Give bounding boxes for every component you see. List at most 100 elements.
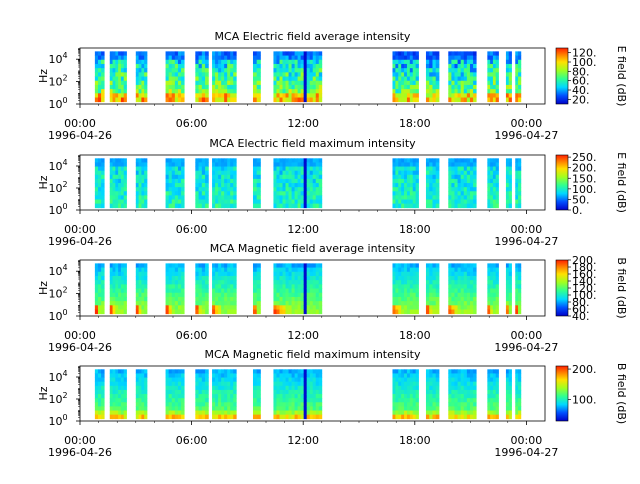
spectrogram-cell <box>429 385 433 391</box>
spectrogram-cell <box>451 271 455 277</box>
spectrogram-cell <box>505 191 510 196</box>
spectrogram-cell <box>300 402 305 407</box>
spectrogram-cell <box>425 394 430 399</box>
spectrogram-cell <box>457 174 462 180</box>
spectrogram-cell <box>215 93 219 98</box>
spectrogram-cell <box>165 166 170 172</box>
spectrogram-cell <box>101 288 105 294</box>
spectrogram-cell <box>181 394 185 399</box>
spectrogram-cell <box>435 72 440 77</box>
spectrogram-cell <box>404 301 408 306</box>
spectrogram-cell <box>285 394 289 399</box>
spectrogram-cell <box>315 178 320 184</box>
spectrogram-cell <box>404 271 408 277</box>
spectrogram-cell <box>469 72 474 77</box>
spectrogram-cell <box>195 267 199 273</box>
spectrogram-cell <box>401 97 405 103</box>
spectrogram-cell <box>282 199 286 205</box>
spectrogram-cell <box>252 187 258 192</box>
spectrogram-cell <box>473 267 477 273</box>
spectrogram-cell <box>448 97 452 103</box>
spectrogram-cell <box>221 68 225 73</box>
spectrogram-cell <box>279 301 283 306</box>
spectrogram-cell <box>120 187 125 192</box>
spectrogram-cell <box>118 174 122 180</box>
spectrogram-cell <box>487 166 491 172</box>
spectrogram-cell <box>181 195 185 200</box>
spectrogram-cell <box>144 284 148 289</box>
spectrogram-cell <box>256 369 261 374</box>
spectrogram-cell <box>285 183 289 188</box>
spectrogram-cell <box>97 191 102 196</box>
spectrogram-cell <box>451 158 455 163</box>
spectrogram-cell <box>177 178 182 184</box>
spectrogram-cell <box>297 93 302 98</box>
spectrogram-cell <box>448 55 452 61</box>
data-block <box>448 158 477 209</box>
colorbar <box>555 47 569 105</box>
spectrogram-cell <box>425 280 430 285</box>
spectrogram-cell <box>415 162 419 167</box>
spectrogram-cell <box>288 183 292 188</box>
spectrogram-cell <box>495 385 499 391</box>
spectrogram-cell <box>300 381 305 387</box>
spectrogram-cell <box>469 280 474 285</box>
spectrogram-cell <box>230 275 234 281</box>
spectrogram-cell <box>294 72 299 77</box>
spectrogram-cell <box>144 402 148 407</box>
spectrogram-cell <box>279 72 283 77</box>
spectrogram-cell <box>518 178 522 184</box>
spectrogram-cell <box>518 93 522 98</box>
x-tick-label: 18:00 <box>399 117 431 130</box>
spectrogram-cell <box>285 402 289 407</box>
spectrogram-cell <box>198 174 203 180</box>
spectrogram-cell <box>218 410 222 416</box>
spectrogram-cell <box>312 166 317 172</box>
spectrogram-cell <box>144 55 148 61</box>
spectrogram-cell <box>218 263 222 268</box>
spectrogram-cell <box>276 296 280 302</box>
spectrogram-cell <box>135 97 139 103</box>
spectrogram-cell <box>256 97 261 103</box>
spectrogram-cell <box>115 377 119 383</box>
spectrogram-cell <box>252 76 258 82</box>
spectrogram-cell <box>144 195 148 200</box>
spectrogram-cell <box>123 203 127 209</box>
spectrogram-cell <box>429 377 433 383</box>
spectrogram-cell <box>230 292 234 298</box>
spectrogram-cell <box>227 80 231 86</box>
spectrogram-cell <box>135 72 139 77</box>
spectrogram-cell <box>309 178 314 184</box>
spectrogram-cell <box>181 414 185 420</box>
spectrogram-cell <box>279 402 283 407</box>
spectrogram-cell <box>171 178 176 184</box>
spectrogram-cell <box>101 76 105 82</box>
spectrogram-cell <box>230 296 234 302</box>
spectrogram-cell <box>276 284 280 289</box>
spectrogram-cell <box>112 174 116 180</box>
spectrogram-cell <box>460 93 465 98</box>
spectrogram-cell <box>303 377 308 383</box>
spectrogram-cell <box>252 288 258 294</box>
spectrogram-cell <box>306 414 311 420</box>
spectrogram-cell <box>165 292 170 298</box>
spectrogram-cell <box>508 59 512 65</box>
spectrogram-cell <box>318 59 323 65</box>
spectrogram-cell <box>515 68 519 73</box>
spectrogram-cell <box>252 369 258 374</box>
spectrogram-cell <box>215 377 219 383</box>
spectrogram-cell <box>518 373 522 378</box>
spectrogram-cell <box>303 292 308 298</box>
spectrogram-cell <box>138 162 142 167</box>
spectrogram-cell <box>492 305 497 310</box>
spectrogram-cell <box>409 93 414 98</box>
spectrogram-cell <box>252 381 258 387</box>
spectrogram-cell <box>487 271 491 277</box>
spectrogram-cell <box>144 377 148 383</box>
spectrogram-cell <box>256 288 261 294</box>
spectrogram-cell <box>415 309 419 315</box>
spectrogram-cell <box>303 410 308 416</box>
spectrogram-cell <box>218 195 222 200</box>
spectrogram-cell <box>215 305 219 310</box>
spectrogram-cell <box>212 377 216 383</box>
